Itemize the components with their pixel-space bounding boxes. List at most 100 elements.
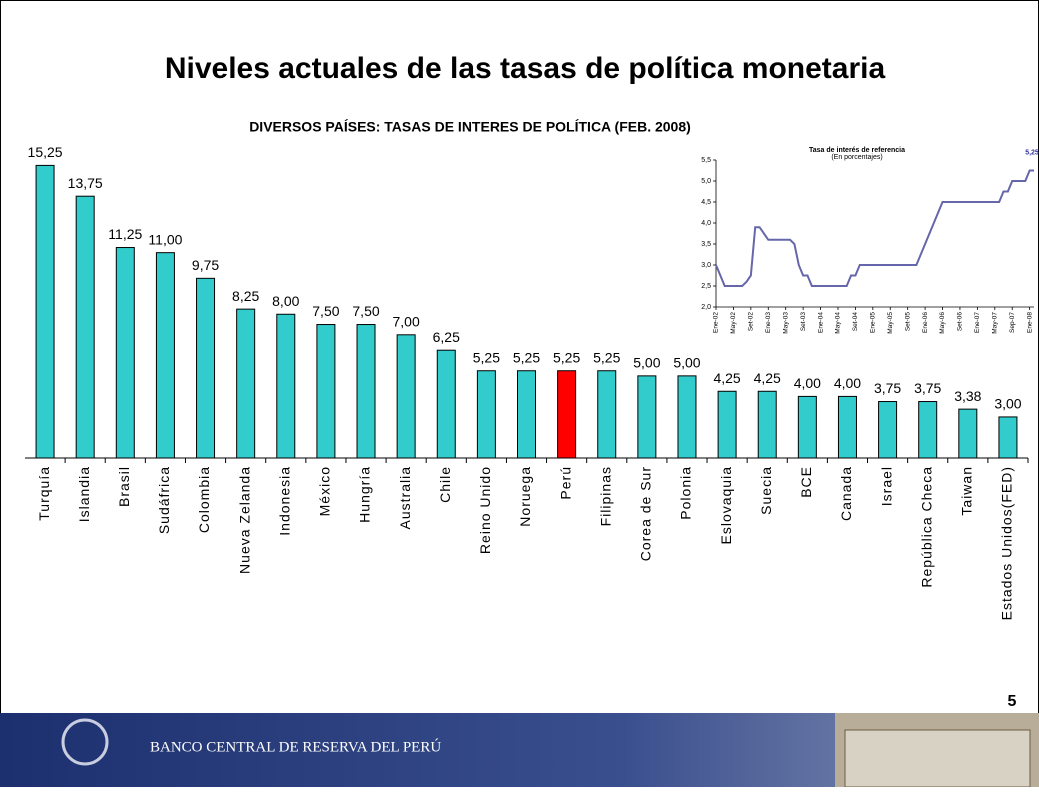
y-tick-label: 5,0 [701,178,711,185]
x-tick-label: May-03 [782,312,789,334]
charts: DIVERSOS PAÍSES: TASAS DE INTERES DE POL… [25,119,1039,620]
bar [717,390,737,459]
bar [878,401,898,459]
y-tick-label: 2,0 [701,304,711,311]
value-label: 5,25 [553,349,580,365]
bar [998,416,1018,459]
bar [918,401,938,459]
x-tick-label: Set-03 [800,312,807,332]
value-label: 6,25 [433,329,460,345]
line [715,169,1034,287]
x-tick-label: Ene-04 [817,312,824,333]
x-tick-label: México [317,466,333,516]
x-tick-label: Ene-02 [713,312,720,333]
x-tick-label: Turquía [36,466,52,521]
value-label: 11,25 [108,226,142,242]
x-tick-label: Taiwan [959,466,975,516]
value-label: 5,25 [473,349,500,365]
value-label: 15,25 [28,144,63,160]
x-tick-label: Set-02 [748,312,755,332]
value-label: 3,75 [874,380,901,396]
bar [517,370,536,459]
x-tick-label: May-02 [730,312,737,334]
bar [196,277,216,459]
x-tick-label: Perú [557,466,573,500]
x-tick-label: Suecia [758,466,774,515]
y-tick-label: 3,5 [701,241,711,248]
bar [597,370,617,459]
bar [115,247,135,459]
x-tick-label: Set-04 [852,312,859,332]
x-tick-label: Ene-07 [974,312,981,333]
value-label: 8,00 [272,293,299,309]
y-tick-label: 5,5 [701,157,711,164]
bar [155,252,175,459]
value-label: 5,25 [593,349,620,365]
value-label: 5,00 [673,355,700,371]
chart-title: DIVERSOS PAÍSES: TASAS DE INTERES DE POL… [249,119,691,135]
bar [35,164,55,459]
y-tick-label: 4,0 [701,220,711,227]
value-label: 13,75 [68,175,103,191]
value-label: 4,00 [834,375,861,391]
value-label: 5,25 [513,349,540,365]
x-tick-label: Sudáfrica [156,466,172,534]
x-tick-label: May-05 [887,312,894,334]
x-tick-label: Corea de Sur [638,466,654,561]
x-tick-label: Set-05 [904,312,911,332]
x-tick-label: Ene-05 [870,312,877,333]
x-tick-label: Ene-06 [922,312,929,333]
slide-title: Niveles actuales de las tasas de polític… [165,52,886,85]
x-tick-label: BCE [798,466,814,498]
x-tick-label: May-07 [992,312,999,334]
x-tick-label: May-04 [835,312,842,334]
x-tick-label: Israel [878,466,894,506]
x-tick-label: Australia [397,466,413,529]
bar [797,395,817,459]
value-label: 4,00 [794,375,821,391]
bar [837,395,857,459]
y-tick-label: 4,5 [701,199,711,206]
x-tick-label: Polonia [678,466,694,520]
page-number: 5 [1008,693,1017,710]
bar [356,324,376,459]
chart-title: Tasa de interés de referencia [809,147,905,154]
bar [958,408,978,459]
x-tick-label: Nueva Zelanda [236,466,252,574]
x-tick-label: Colombia [196,466,212,533]
x-tick-label: Noruega [517,466,533,527]
value-label: 8,25 [232,288,259,304]
footer-logo [61,718,109,766]
value-label: 5,00 [633,355,660,371]
value-label: 7,50 [352,303,379,319]
bar [637,375,657,459]
footer-text: BANCO CENTRAL DE RESERVA DEL PERÚ [150,738,441,755]
value-label: 7,50 [312,303,339,319]
y-tick-label: 2,5 [701,283,711,290]
x-tick-label: Ene-03 [765,312,772,333]
x-tick-label: Sep-07 [1009,312,1016,333]
x-tick-label: Eslovaquia [718,466,734,545]
x-tick-label: Hungría [357,466,373,523]
x-tick-label: Ene-08 [1026,312,1033,333]
value-label: 3,00 [994,396,1021,412]
bar [276,313,296,459]
value-label: 3,75 [914,380,941,396]
x-tick-label: Islandia [76,466,92,522]
x-tick-label: Reino Unido [477,466,493,554]
x-tick-label: Canada [838,466,854,521]
footer-photo-detail [844,729,1031,788]
value-label: 9,75 [192,257,219,273]
bar [557,370,577,459]
bar [396,334,416,459]
bar [75,195,95,459]
value-label: 7,00 [393,314,420,330]
x-tick-label: República Checa [918,466,934,588]
value-label: 11,00 [148,231,182,247]
bar [677,375,697,459]
bar [316,324,336,459]
bar [436,349,456,459]
value-label: 4,25 [713,370,740,386]
x-tick-label: May-06 [939,312,946,334]
